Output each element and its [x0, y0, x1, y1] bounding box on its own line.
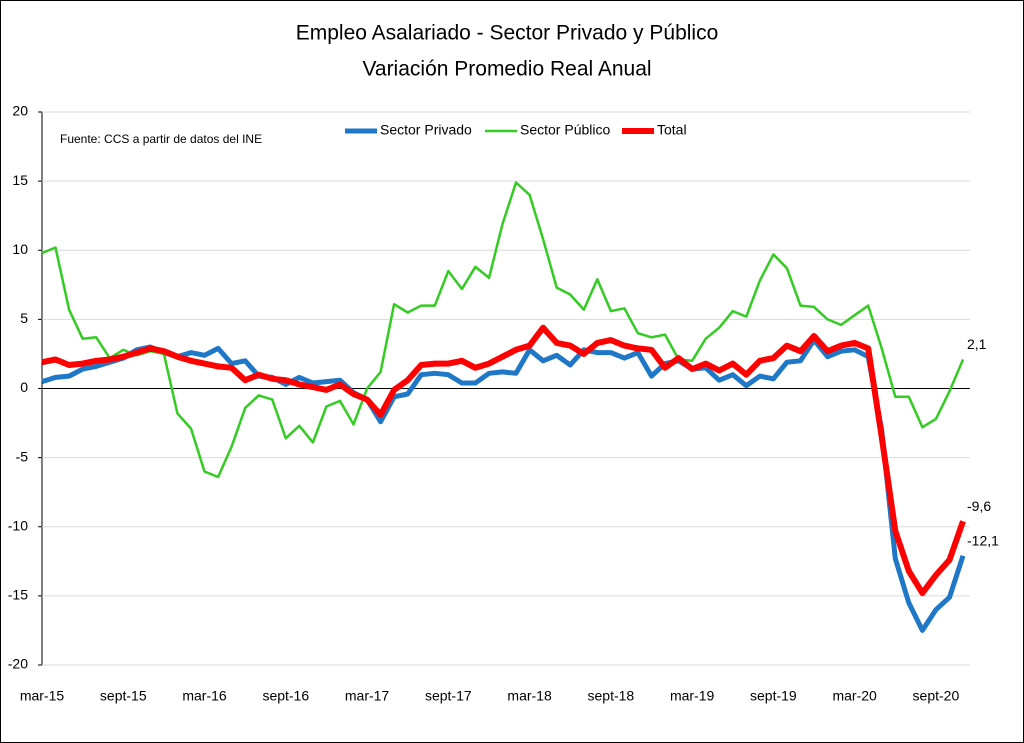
y-tick-label: -10 [8, 517, 28, 533]
series-line [41, 181, 965, 479]
x-tick-label: sept-20 [913, 688, 960, 704]
y-tick-label: 10 [12, 241, 28, 257]
series-line [41, 324, 966, 597]
x-tick-label: sept-15 [100, 688, 147, 704]
legend-label: Sector Privado [380, 122, 472, 138]
chart-title: Empleo Asalariado - Sector Privado y Púb… [296, 22, 719, 45]
legend-label: Sector Público [520, 122, 610, 138]
x-tick-label: mar-15 [20, 688, 65, 704]
x-tick-label: mar-19 [670, 688, 715, 704]
x-tick-label: sept-16 [262, 688, 309, 704]
y-tick-label: 5 [20, 310, 28, 326]
x-tick-label: sept-19 [750, 688, 797, 704]
annotation: Fuente: CCS a partir de datos del INE [60, 132, 262, 146]
x-tick-label: mar-20 [832, 688, 877, 704]
x-tick-label: mar-18 [507, 688, 552, 704]
y-tick-label: 15 [12, 172, 28, 188]
data-label: 2,1 [967, 336, 987, 352]
data-label: -12,1 [967, 532, 999, 548]
series-line [41, 337, 966, 633]
x-tick-label: mar-17 [345, 688, 390, 704]
chart-subtitle: Variación Promedio Real Anual [362, 58, 651, 81]
x-tick-label: mar-16 [182, 688, 227, 704]
x-tick-label: sept-18 [588, 688, 635, 704]
y-tick-label: -20 [8, 656, 28, 672]
data-label: -9,6 [967, 498, 991, 514]
y-tick-label: 20 [12, 103, 28, 119]
x-tick-label: sept-17 [425, 688, 472, 704]
y-tick-label: -15 [8, 587, 28, 603]
y-tick-label: -5 [16, 448, 29, 464]
legend-label: Total [657, 122, 687, 138]
y-tick-label: 0 [20, 379, 28, 395]
